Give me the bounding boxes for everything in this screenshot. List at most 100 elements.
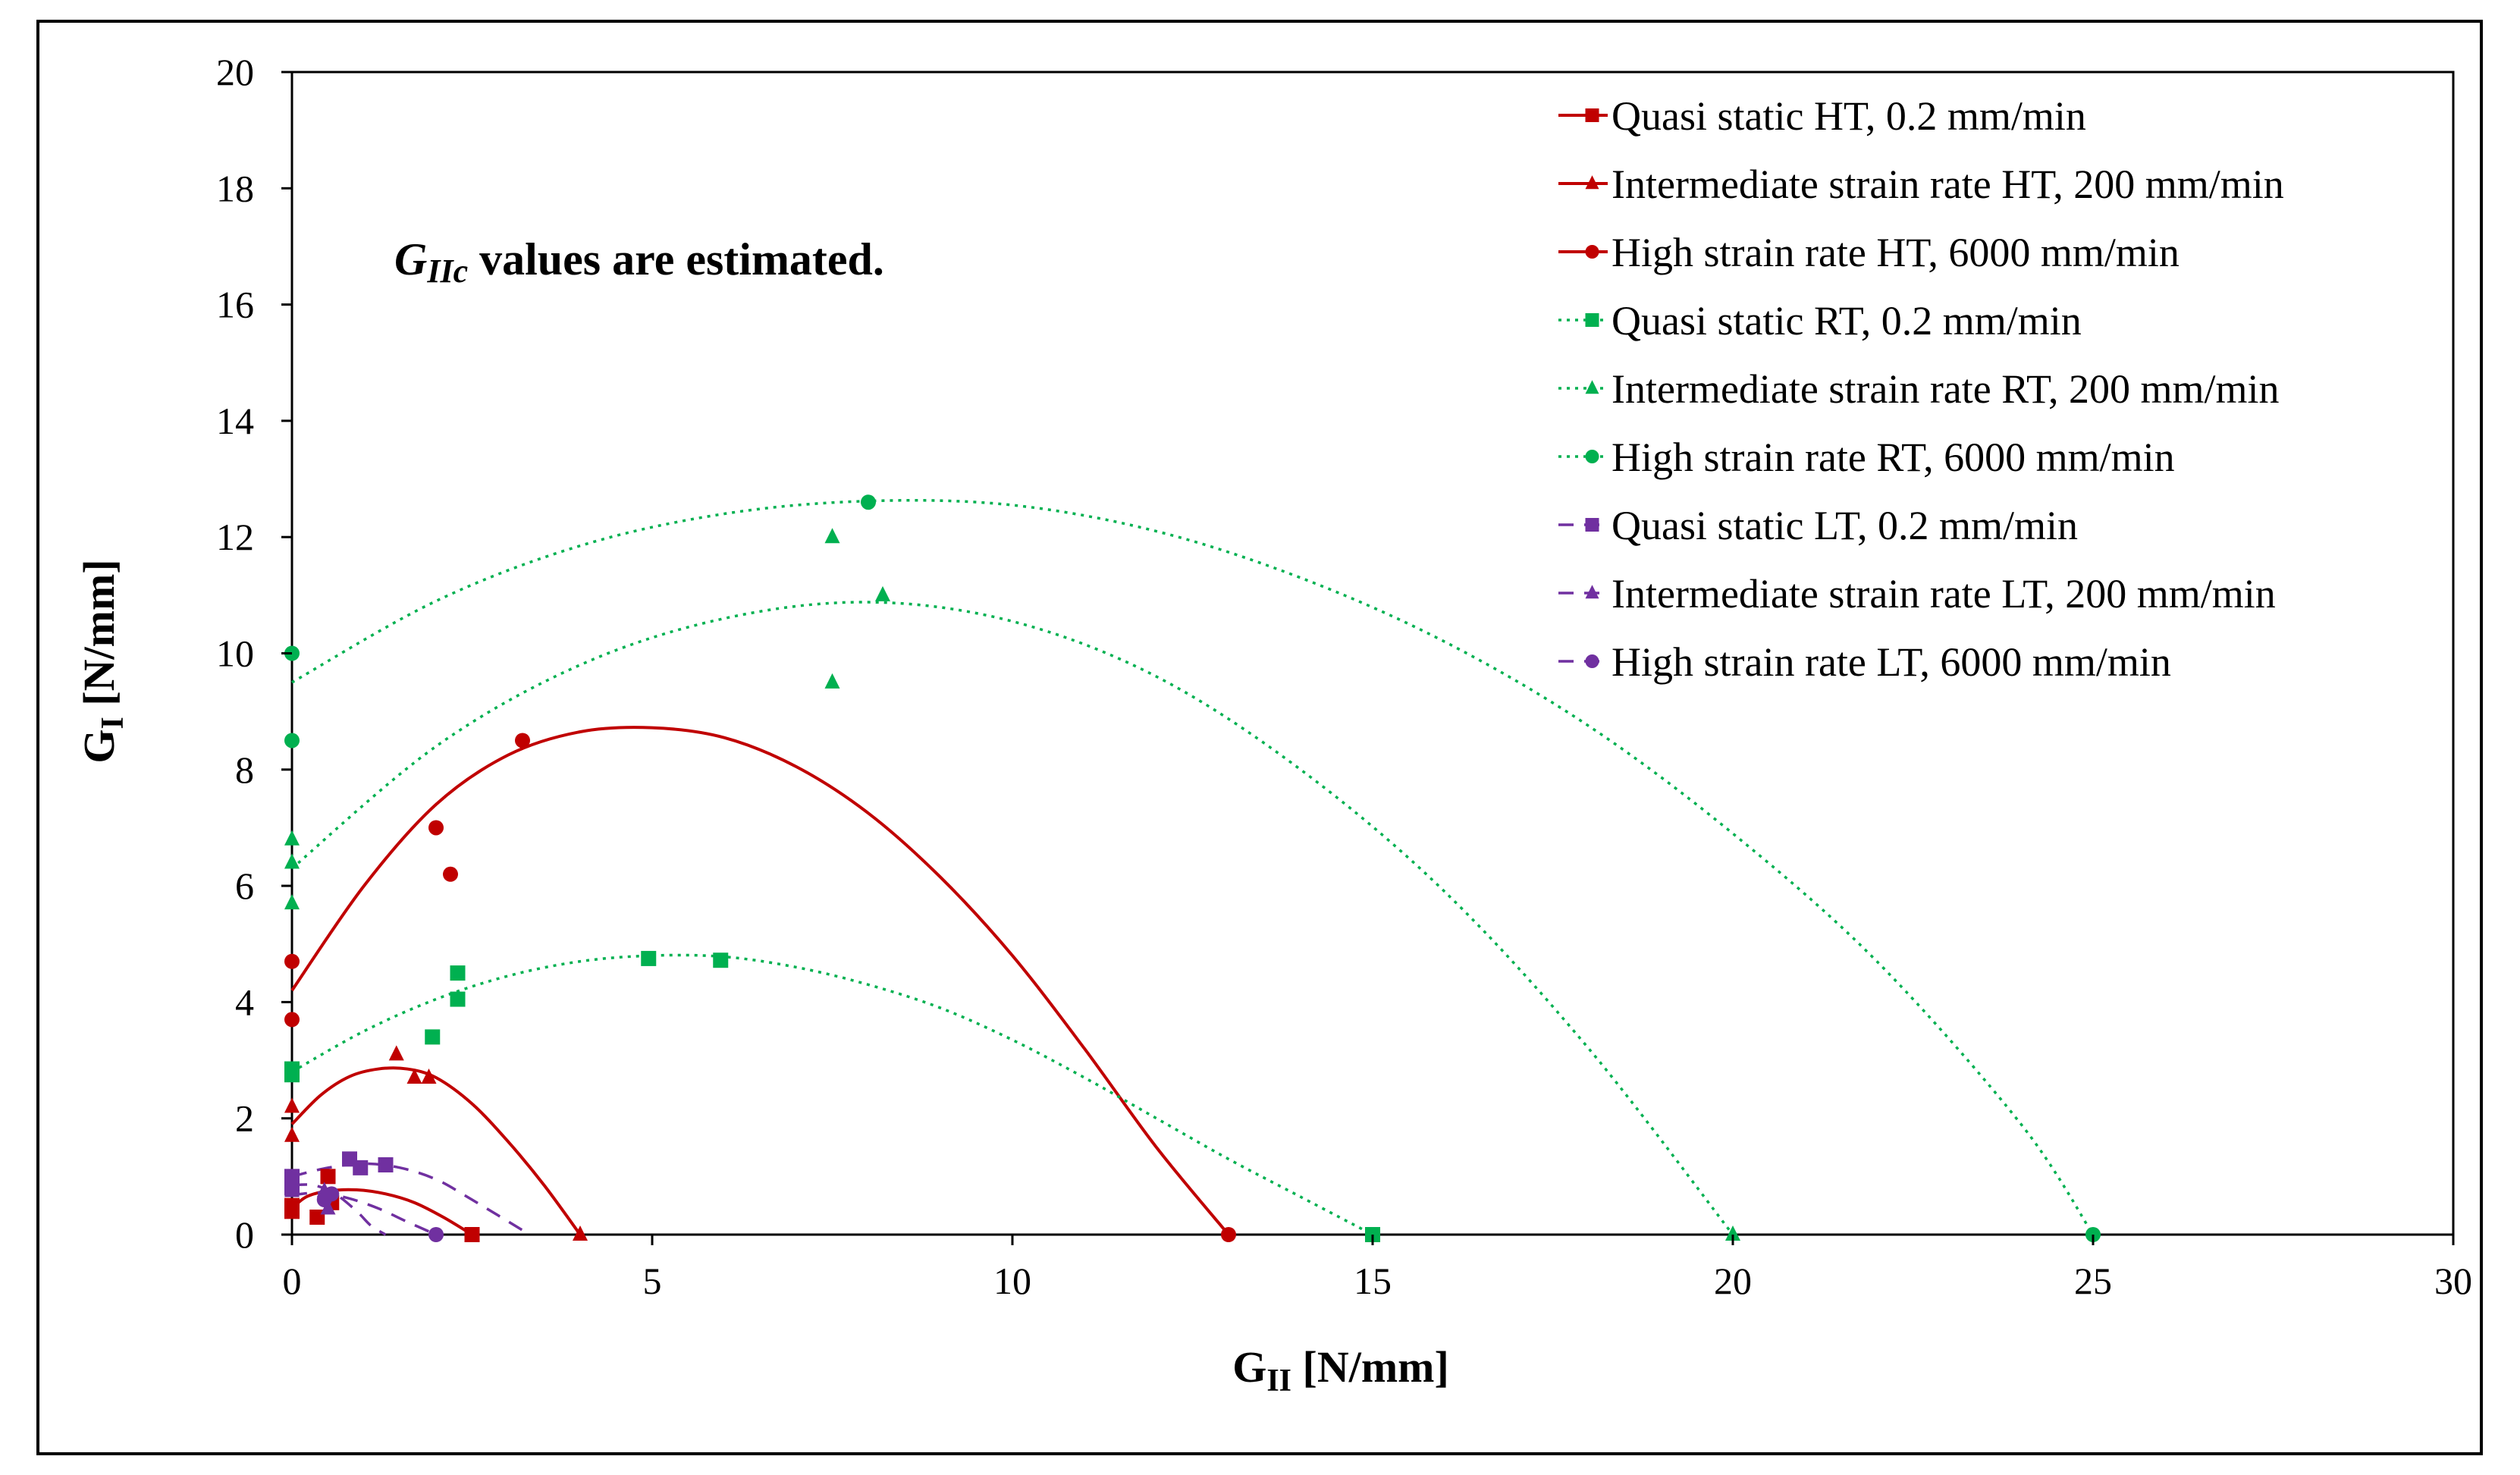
legend-marker [1585, 585, 1599, 599]
legend-item: Intermediate strain rate HT, 200 mm/min [1558, 162, 2284, 207]
y-tick-label: 10 [216, 632, 254, 675]
legend-marker [1585, 245, 1599, 259]
x-tick-label: 15 [1354, 1260, 1392, 1302]
data-point-8 [428, 1227, 444, 1242]
y-tick-label: 6 [235, 865, 254, 907]
data-point-1 [406, 1069, 422, 1084]
data-point-1 [421, 1069, 437, 1084]
data-point-8 [284, 1180, 300, 1196]
data-point-8 [324, 1186, 340, 1202]
y-tick-label: 12 [216, 516, 254, 558]
legend-marker [1585, 313, 1599, 327]
x-tick-label: 10 [993, 1260, 1031, 1302]
data-point-2 [515, 733, 530, 748]
data-point-4 [875, 585, 890, 601]
y-tick-label: 2 [235, 1097, 254, 1140]
data-point-2 [1221, 1227, 1236, 1242]
data-point-6 [353, 1160, 369, 1175]
series-curve-2 [290, 726, 1230, 1236]
legend-item: High strain rate RT, 6000 mm/min [1558, 435, 2175, 480]
legend-label: Intermediate strain rate RT, 200 mm/min [1611, 366, 2280, 412]
series-curve-3 [291, 953, 1373, 1236]
data-point-4 [1725, 1226, 1740, 1241]
data-point-3 [450, 965, 466, 981]
y-tick-label: 14 [216, 400, 254, 442]
data-point-2 [284, 1012, 300, 1028]
data-point-0 [464, 1227, 480, 1242]
legend-item: Intermediate strain rate RT, 200 mm/min [1558, 366, 2280, 412]
legend-label: Quasi static HT, 0.2 mm/min [1611, 93, 2086, 139]
series-curve-7 [291, 1183, 387, 1236]
data-point-1 [284, 1126, 300, 1142]
y-tick-label: 18 [216, 167, 254, 209]
y-tick-label: 8 [235, 748, 254, 791]
data-point-4 [284, 853, 300, 869]
legend-marker [1585, 380, 1599, 394]
legend-label: High strain rate LT, 6000 mm/min [1611, 639, 2171, 685]
data-point-2 [428, 820, 444, 836]
data-point-0 [320, 1169, 336, 1185]
data-point-1 [388, 1045, 404, 1061]
x-tick-label: 0 [283, 1260, 302, 1302]
x-tick-label: 25 [2074, 1260, 2112, 1302]
data-point-3 [450, 991, 466, 1007]
legend-marker [1585, 450, 1599, 463]
legend-label: Quasi static RT, 0.2 mm/min [1611, 298, 2082, 344]
legend-marker [1585, 175, 1599, 190]
y-tick-label: 4 [235, 981, 254, 1023]
data-point-0 [284, 1197, 300, 1213]
legend-label: High strain rate HT, 6000 mm/min [1611, 230, 2180, 275]
data-point-4 [824, 528, 840, 544]
y-axis-ticks: 0 2 4 6 8 10 12 14 16 18 20 [216, 51, 292, 1256]
fit-curves [290, 498, 2095, 1236]
legend-marker [1585, 108, 1599, 122]
data-point-7 [320, 1199, 336, 1215]
data-point-6 [284, 1169, 300, 1185]
legend-marker [1585, 654, 1599, 668]
x-tick-label: 30 [2434, 1260, 2472, 1302]
y-tick-label: 16 [216, 284, 254, 326]
x-tick-label: 20 [1714, 1260, 1752, 1302]
x-tick-label: 5 [643, 1260, 662, 1302]
data-point-5 [284, 733, 300, 748]
data-point-2 [284, 953, 300, 969]
y-tick-label: 20 [216, 51, 254, 93]
legend-label: High strain rate RT, 6000 mm/min [1611, 435, 2175, 480]
legend-item: Intermediate strain rate LT, 200 mm/min [1558, 571, 2276, 617]
data-point-3 [713, 952, 729, 968]
legend: Quasi static HT, 0.2 mm/min Intermediate … [1558, 93, 2284, 685]
data-point-1 [284, 1097, 300, 1113]
x-axis-title: GII [N/mm] [1232, 1342, 1449, 1398]
data-point-4 [824, 673, 840, 689]
legend-label: Intermediate strain rate HT, 200 mm/min [1611, 162, 2284, 207]
y-axis-title: GI [N/mm] [74, 559, 130, 763]
series-curve-8 [291, 1191, 437, 1236]
legend-marker [1585, 518, 1599, 532]
annotation-note: GIIc values are estimated. [394, 234, 884, 290]
chart-frame [36, 20, 2483, 1455]
data-point-3 [425, 1029, 441, 1045]
series-curve-6 [291, 1162, 531, 1236]
legend-item: High strain rate HT, 6000 mm/min [1558, 230, 2180, 275]
series-curve-5 [291, 498, 2095, 1235]
data-point-4 [284, 830, 300, 846]
series-curve-4 [290, 601, 1734, 1236]
y-tick-label: 0 [235, 1213, 254, 1256]
series-curve-0 [290, 1188, 473, 1236]
data-point-3 [641, 950, 657, 966]
legend-item: Quasi static RT, 0.2 mm/min [1558, 298, 2082, 344]
x-axis-ticks: 0 5 10 15 20 25 30 [283, 1235, 2472, 1302]
data-point-1 [573, 1226, 588, 1241]
legend-label: Quasi static LT, 0.2 mm/min [1611, 503, 2078, 548]
data-point-5 [861, 494, 876, 510]
data-point-4 [284, 894, 300, 910]
data-point-2 [443, 866, 458, 882]
data-point-6 [378, 1157, 394, 1173]
legend-item: High strain rate LT, 6000 mm/min [1558, 639, 2171, 685]
legend-item: Quasi static HT, 0.2 mm/min [1558, 93, 2086, 139]
data-point-0 [309, 1210, 325, 1226]
legend-label: Intermediate strain rate LT, 200 mm/min [1611, 571, 2276, 617]
data-point-3 [284, 1061, 300, 1077]
legend-item: Quasi static LT, 0.2 mm/min [1558, 503, 2078, 548]
